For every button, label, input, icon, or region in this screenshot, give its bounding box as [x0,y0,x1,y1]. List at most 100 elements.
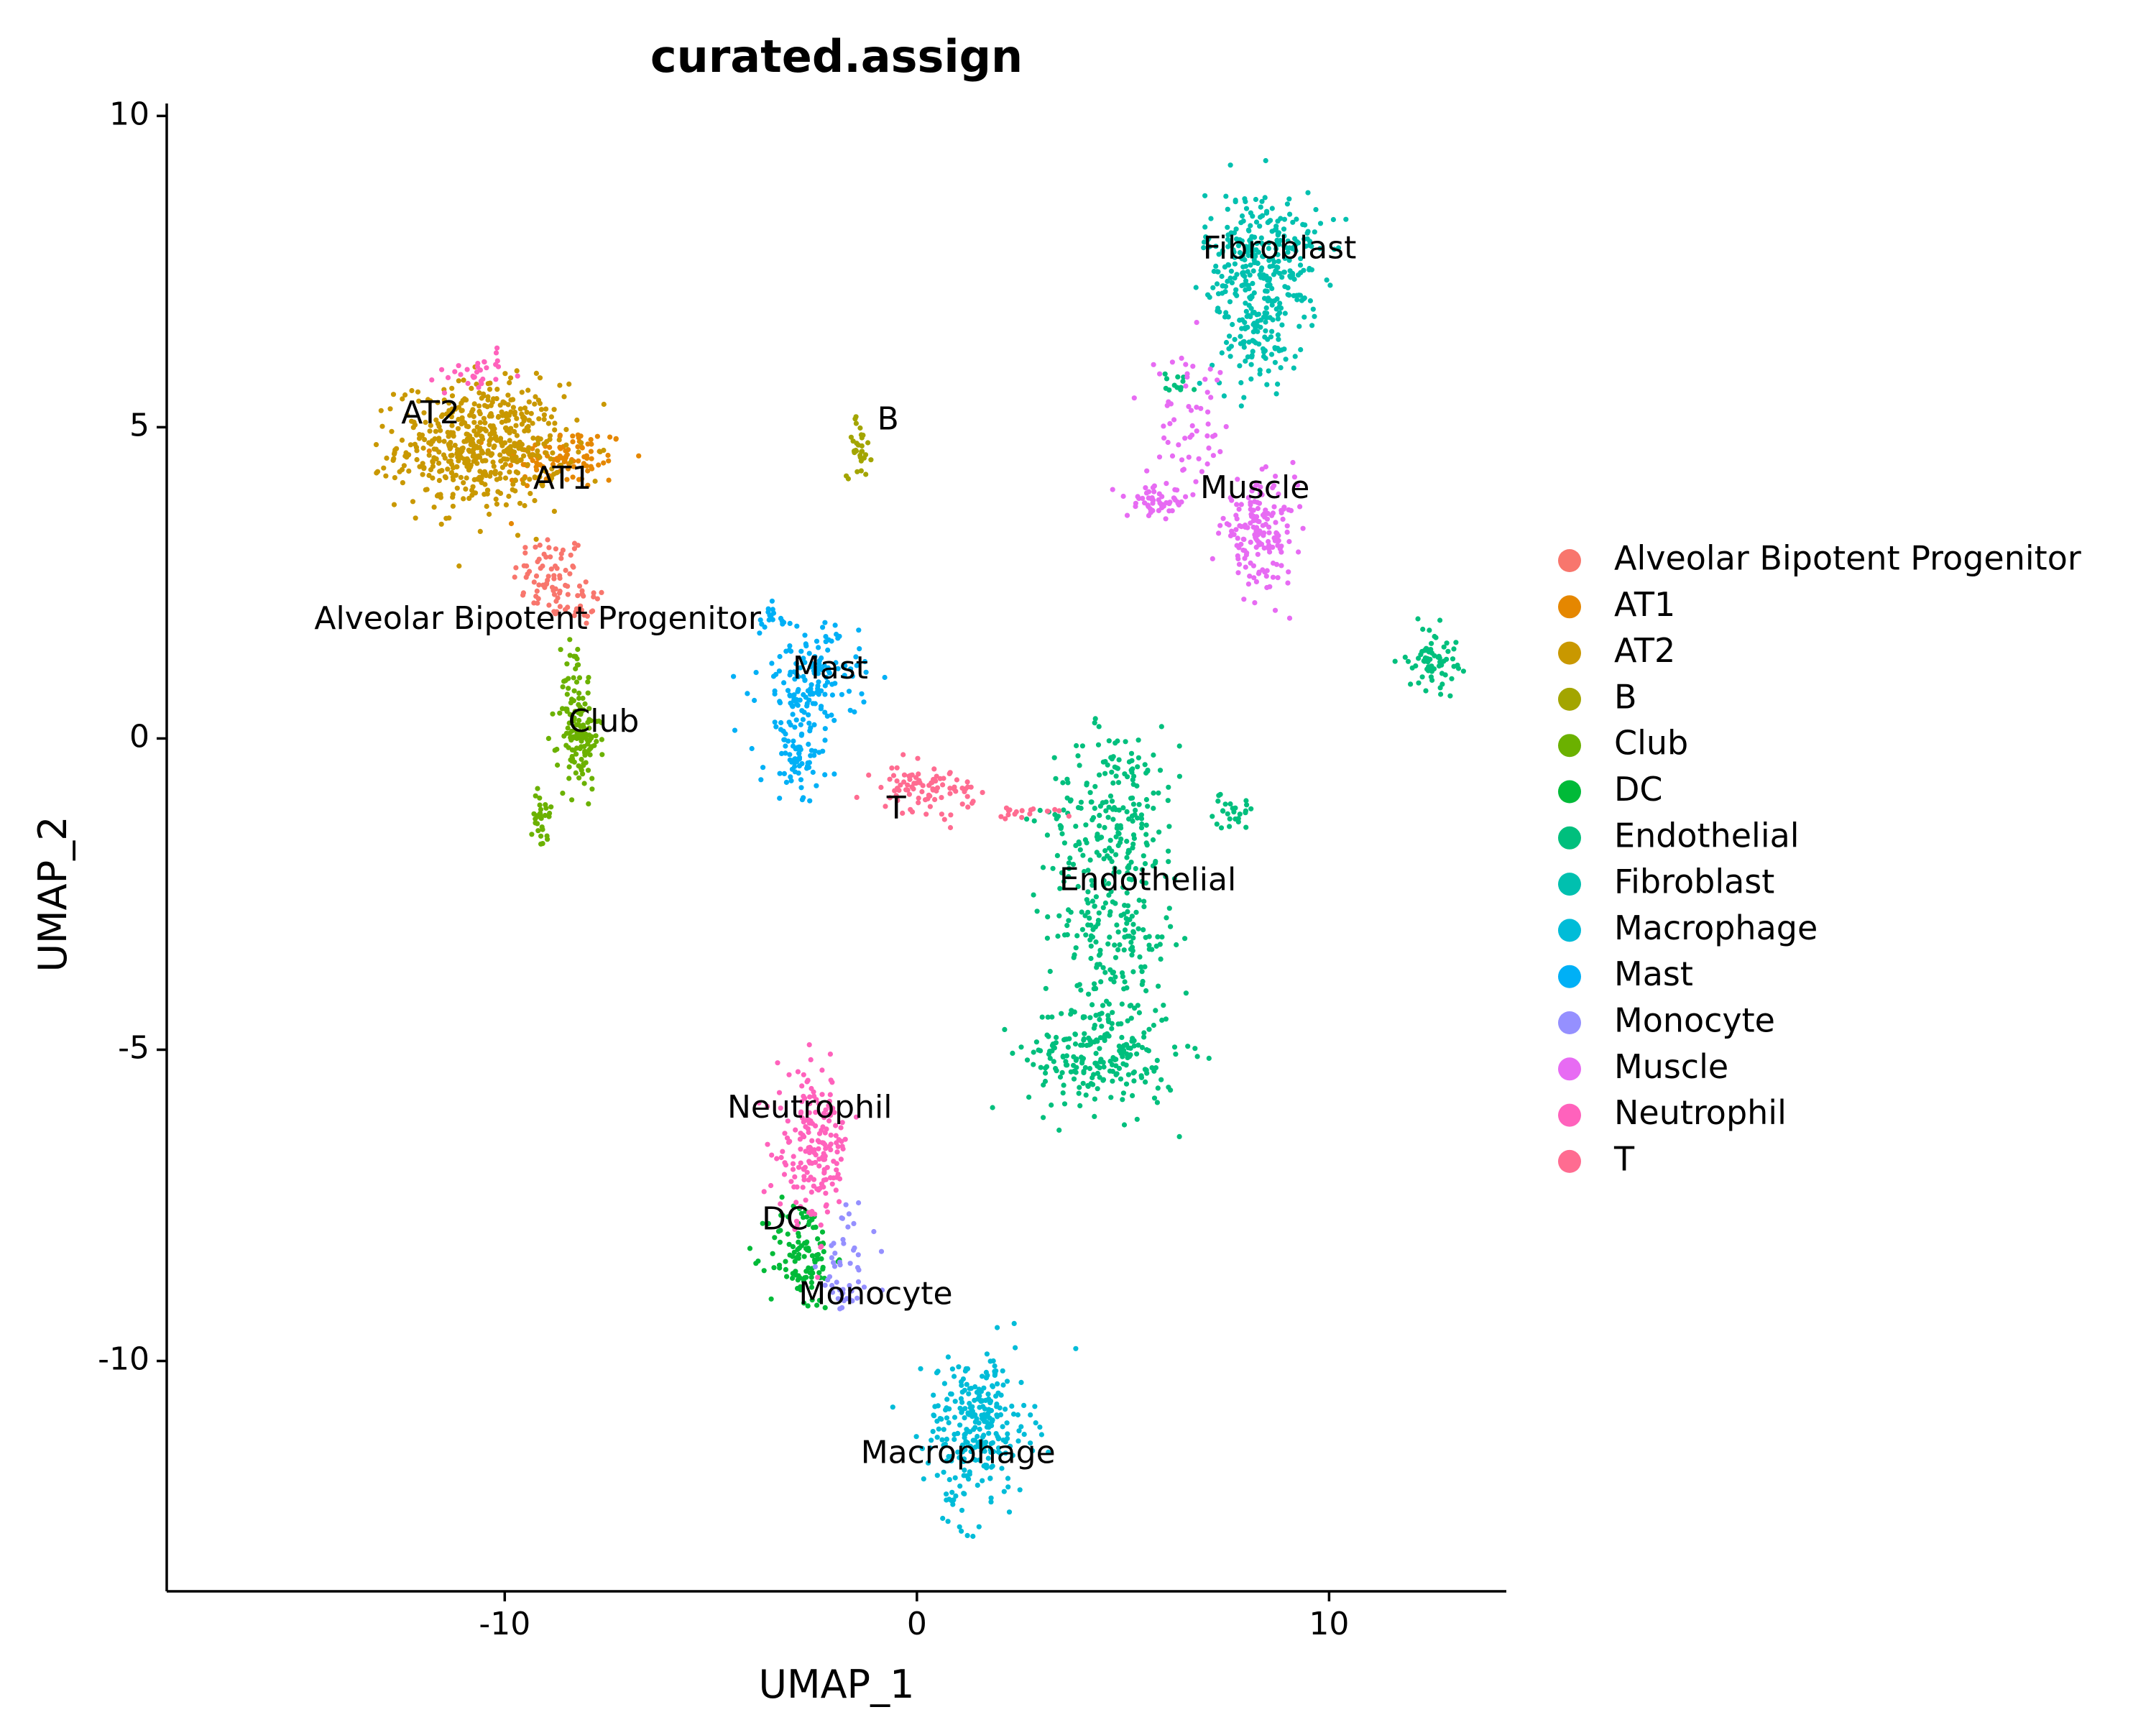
data-point [461,480,466,486]
data-point [808,1190,814,1195]
data-point [1006,1509,1013,1515]
data-point [1038,1048,1044,1054]
data-point [1217,448,1223,455]
data-point [545,420,552,426]
data-point [502,426,509,431]
data-point [1061,878,1067,885]
data-point [967,1429,972,1435]
data-point [1138,825,1145,831]
data-point [1275,232,1281,238]
data-point [799,731,805,737]
data-point [985,1455,991,1461]
data-point [1097,1035,1103,1041]
data-point [801,1177,807,1182]
data-point [1128,796,1134,801]
data-point [506,493,512,500]
data-point [448,440,453,446]
data-point [990,1105,995,1110]
data-point [809,1217,815,1223]
data-point [815,666,821,671]
data-point [1076,1090,1082,1096]
legend: Alveolar Bipotent ProgenitorAT1AT2BClubD… [1558,539,2081,1178]
data-point [547,810,553,816]
data-point [1010,1050,1015,1056]
data-point [1040,865,1046,870]
data-point [421,465,427,471]
data-point [1453,640,1459,645]
data-point [856,1200,862,1206]
data-point [1460,668,1466,674]
data-point [477,411,483,417]
data-point [441,438,447,444]
data-point [1241,395,1247,400]
data-point [1242,196,1248,202]
data-point [1439,671,1445,676]
data-point [962,1415,967,1421]
data-point [1017,1487,1023,1493]
data-point [412,422,418,428]
data-point [790,1161,796,1167]
data-point [524,410,530,415]
data-point [1204,433,1210,439]
data-point [1129,952,1135,958]
data-point [1059,870,1065,875]
data-point [1161,435,1167,441]
data-point [1232,336,1238,342]
data-point [1130,1092,1135,1098]
data-point [510,458,515,464]
data-point [890,1404,895,1410]
data-point [509,448,515,454]
data-point [980,1478,985,1484]
data-point [424,487,430,492]
series-fibroblast [1193,157,1349,409]
data-point [1194,405,1199,410]
data-point [1071,1076,1077,1082]
data-point [1131,395,1137,401]
data-point [557,453,563,459]
data-point [984,1420,990,1425]
data-point [514,415,520,421]
cluster-label: AT1 [533,460,592,497]
series-mast [731,598,888,804]
data-point [1007,807,1013,813]
data-point [560,684,566,690]
data-point [1087,915,1092,921]
data-point [1266,257,1272,263]
data-point [494,477,500,482]
data-point [1229,528,1235,534]
data-point [1166,906,1172,911]
data-point [778,1213,784,1218]
data-point [808,1211,814,1217]
data-point [1162,371,1168,377]
data-point [945,1354,951,1360]
data-point [1182,436,1188,441]
data-point [1251,321,1257,326]
legend-label: T [1613,1139,1635,1178]
data-point [448,453,453,459]
data-point [855,1252,861,1258]
data-point [1110,487,1115,492]
data-point [1105,762,1110,768]
data-point [581,781,587,786]
data-point [470,407,476,413]
data-point [1127,916,1133,923]
data-point [1189,432,1195,438]
data-point [853,1114,860,1120]
data-point [1256,542,1262,548]
data-point [819,655,824,661]
data-point [533,793,538,799]
data-point [842,673,847,678]
data-point [1227,801,1233,807]
data-point [1050,865,1056,871]
data-point [812,748,818,754]
data-point [1250,213,1256,219]
data-point [800,717,806,722]
data-point [420,461,425,466]
data-point [515,533,521,538]
data-point [541,441,547,447]
data-point [1238,380,1244,386]
data-point [944,1415,950,1421]
data-point [906,791,912,797]
data-point [1053,1040,1059,1046]
data-point [905,782,911,788]
